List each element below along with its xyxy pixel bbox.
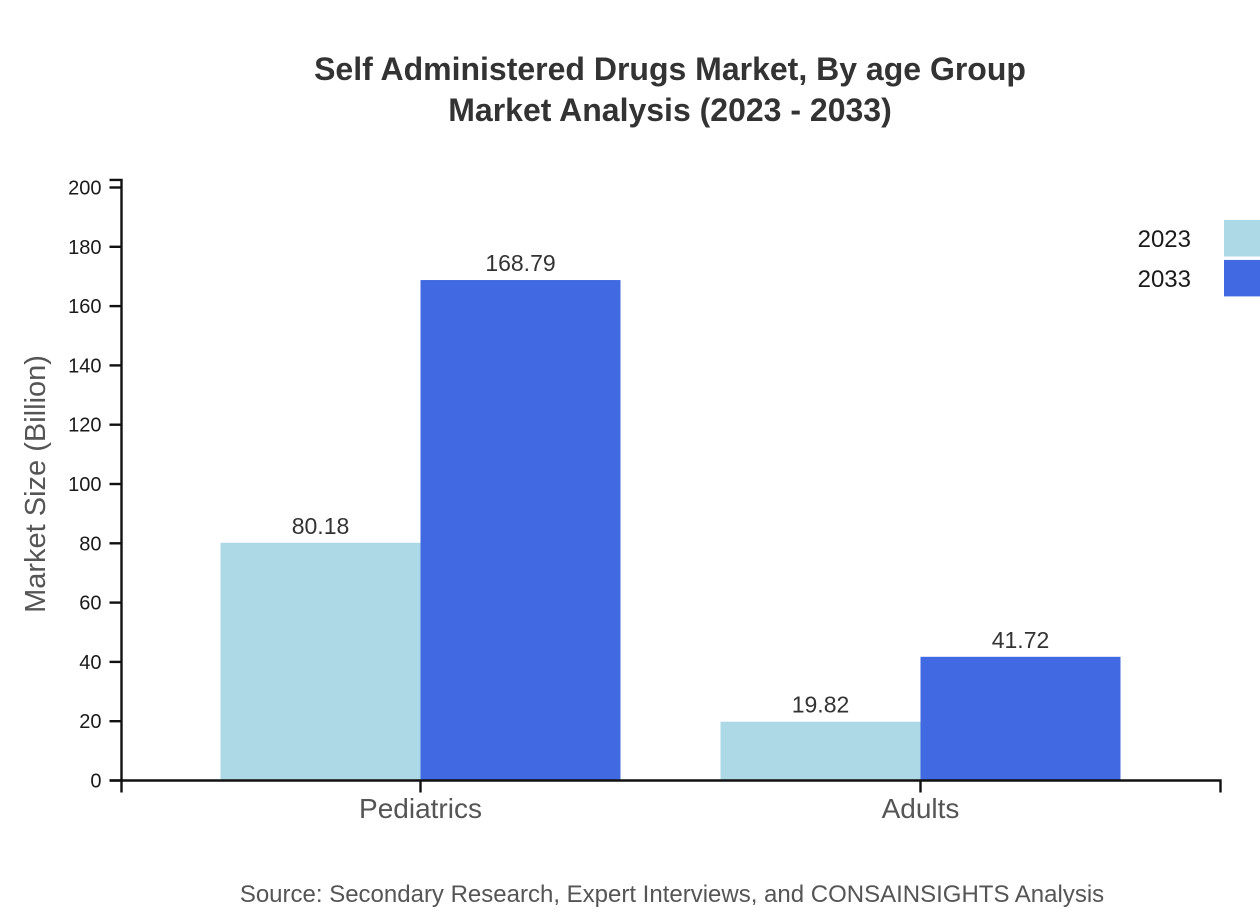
legend-swatch-2023 <box>1224 220 1260 257</box>
chart-title-line-2: Market Analysis (2023 - 2033) <box>448 92 892 128</box>
y-tick-label-100: 100 <box>68 474 101 496</box>
y-tick-label-60: 60 <box>79 593 101 615</box>
bar-pediatrics-2033 <box>420 280 621 781</box>
legend-group: 2023 2033 <box>1138 220 1260 297</box>
source-note: Source: Secondary Research, Expert Inter… <box>240 881 1104 908</box>
y-axis-title: Market Size (Billion) <box>20 355 52 613</box>
bar-adults-2023 <box>720 721 921 781</box>
legend-label-2023: 2023 <box>1138 226 1191 253</box>
bar-pediatrics-2023 <box>220 542 421 781</box>
value-label-adults-2023: 19.82 <box>792 692 850 718</box>
bar-adults-2033 <box>920 656 1121 781</box>
value-label-pediatrics-2033: 168.79 <box>485 250 555 276</box>
bars-group <box>220 280 1121 781</box>
x-category-label-adults: Adults <box>882 793 960 824</box>
value-labels-group: 80.18 168.79 19.82 41.72 <box>292 250 1050 718</box>
chart-title-line-1: Self Administered Drugs Market, By age G… <box>314 51 1026 87</box>
y-tick-label-0: 0 <box>90 771 101 793</box>
y-tick-label-40: 40 <box>79 652 101 674</box>
value-label-adults-2033: 41.72 <box>992 627 1050 653</box>
x-category-label-pediatrics: Pediatrics <box>359 793 482 824</box>
y-tick-label-140: 140 <box>68 355 101 377</box>
legend-swatch-2033 <box>1224 259 1260 297</box>
y-tick-label-180: 180 <box>68 237 101 259</box>
y-tick-label-80: 80 <box>79 533 101 555</box>
y-axis-line <box>109 178 123 782</box>
y-tick-label-200: 200 <box>68 178 101 200</box>
y-tick-label-20: 20 <box>79 711 101 733</box>
axes-group: 0 20 40 60 80 100 120 140 160 180 200 Pediatrics Adu… <box>68 178 1222 824</box>
y-tick-label-120: 120 <box>68 415 101 437</box>
legend-label-2033: 2033 <box>1138 266 1191 293</box>
value-label-pediatrics-2023: 80.18 <box>292 513 350 539</box>
x-axis-line <box>120 779 1222 793</box>
y-tick-label-160: 160 <box>68 296 101 318</box>
